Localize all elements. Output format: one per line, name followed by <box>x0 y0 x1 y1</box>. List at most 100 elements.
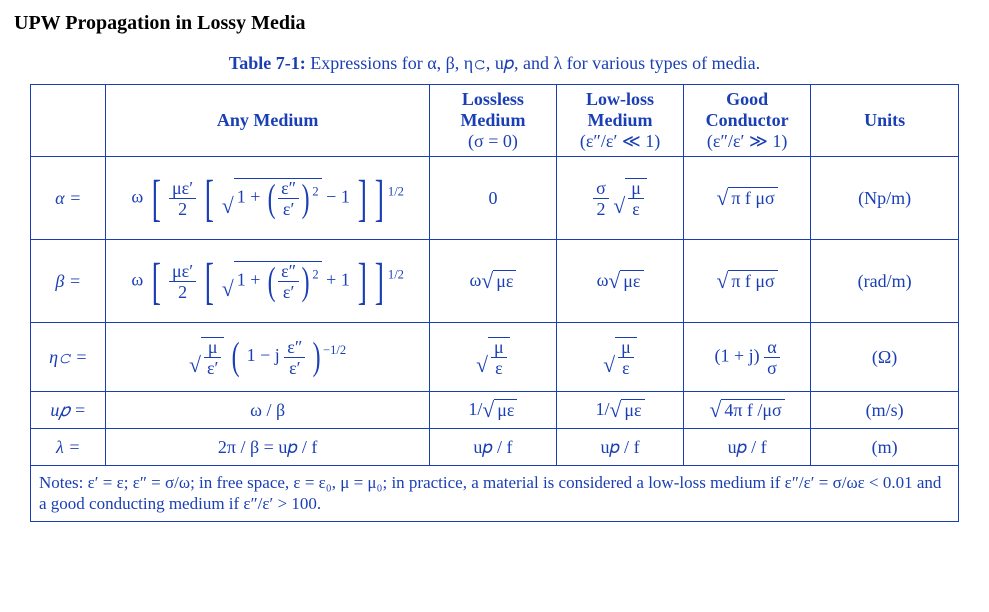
beta-any-rpow: 2 <box>312 268 318 282</box>
hdr-conductor-l3: (ε″/ε′ ≫ 1) <box>690 131 804 152</box>
eta-any-sden: ε′ <box>204 358 222 377</box>
row-beta: β = ω [ με′ 2 [ √ 1 + ( ε″ ε′ )2 + 1 ]]1… <box>31 240 959 323</box>
beta-any-rnum: ε″ <box>278 262 299 282</box>
alpha-any-op: − 1 <box>326 186 350 206</box>
eta-cond-fden: σ <box>764 358 780 377</box>
eta-units: (Ω) <box>811 323 959 392</box>
caption-desc: Expressions for α, β, η𝚌, u𝑝, and λ for … <box>310 53 760 73</box>
table-wrapper: Any Medium Lossless Medium (σ = 0) Low-l… <box>30 84 959 522</box>
hdr-lossless-l1: Lossless <box>436 89 550 110</box>
caption-label: Table 7-1: <box>229 53 306 73</box>
alpha-any: ω [ με′ 2 [ √ 1 + ( ε″ ε′ )2 − 1 ]]1/2 <box>106 157 429 240</box>
beta-lowloss-w: ω <box>597 270 609 290</box>
beta-units: (rad/m) <box>811 240 959 323</box>
eta-lowloss: √ μ ε <box>556 323 683 392</box>
alpha-cond-sqrt: π f μσ <box>728 187 777 209</box>
hdr-lowloss-l3: (ε″/ε′ ≪ 1) <box>563 131 677 152</box>
eta-any-pow: −1/2 <box>323 343 346 357</box>
alpha-any-opow: 1/2 <box>388 184 404 198</box>
eta-any-snum: μ <box>204 338 222 358</box>
eta-cond-fnum: α <box>764 338 780 358</box>
up-units: (m/s) <box>811 392 959 429</box>
lambda-conductor: u𝑝 / f <box>684 429 811 466</box>
page-title: UPW Propagation in Lossy Media <box>14 12 979 35</box>
beta-any-op: + 1 <box>326 269 350 289</box>
lambda-lowloss: u𝑝 / f <box>556 429 683 466</box>
eta-any-rden: ε′ <box>284 358 305 377</box>
beta-any-opow: 1/2 <box>388 267 404 281</box>
media-table: Any Medium Lossless Medium (σ = 0) Low-l… <box>30 84 959 522</box>
beta-lowloss-sqrt: με <box>620 270 643 292</box>
up-lowloss-pre: 1/ <box>595 399 609 419</box>
row-up: u𝑝 = ω / β 1/√με 1/√με √4π f /μσ (m/s) <box>31 392 959 429</box>
alpha-lowloss: σ 2 √ μ ε <box>556 157 683 240</box>
eta-label: η𝚌 = <box>31 323 106 392</box>
eta-lowloss-sden: ε <box>618 358 634 377</box>
beta-any-fnum: με′ <box>169 262 196 282</box>
eta-any-pre: 1 − j <box>247 345 280 365</box>
hdr-lossless-l2: Medium <box>436 110 550 131</box>
hdr-lowloss: Low-loss Medium (ε″/ε′ ≪ 1) <box>556 85 683 157</box>
beta-lowloss: ω√με <box>556 240 683 323</box>
up-lowloss: 1/√με <box>556 392 683 429</box>
alpha-ll-fnum: σ <box>593 179 609 199</box>
alpha-conductor: √π f μσ <box>684 157 811 240</box>
beta-lossless-sqrt: με <box>493 270 516 292</box>
eta-cond-pre: (1 + j) <box>714 345 759 365</box>
hdr-lossless: Lossless Medium (σ = 0) <box>429 85 556 157</box>
beta-any-rden: ε′ <box>278 282 299 301</box>
table-caption: Table 7-1: Expressions for α, β, η𝚌, u𝑝,… <box>10 53 979 74</box>
eta-lossless-snum: μ <box>491 338 507 358</box>
hdr-lowloss-l2: Medium <box>563 110 677 131</box>
up-cond-sqrt: 4π f /μσ <box>721 399 784 421</box>
up-any: ω / β <box>106 392 429 429</box>
hdr-conductor-l2: Conductor <box>690 110 804 131</box>
beta-cond-sqrt: π f μσ <box>728 270 777 292</box>
alpha-any-rnum: ε″ <box>278 179 299 199</box>
beta-conductor: √π f μσ <box>684 240 811 323</box>
up-lossless: 1/√με <box>429 392 556 429</box>
alpha-any-fden: 2 <box>169 199 196 218</box>
eta-lowloss-snum: μ <box>618 338 634 358</box>
row-lambda: λ = 2π / β = u𝑝 / f u𝑝 / f u𝑝 / f u𝑝 / f… <box>31 429 959 466</box>
row-notes: Notes: ε′ = ε; ε″ = σ/ω; in free space, … <box>31 466 959 522</box>
up-label: u𝑝 = <box>31 392 106 429</box>
row-eta: η𝚌 = √ μ ε′ ( 1 − j ε″ ε′ )−1/2 √ μ ε √ … <box>31 323 959 392</box>
header-row: Any Medium Lossless Medium (σ = 0) Low-l… <box>31 85 959 157</box>
hdr-units: Units <box>811 85 959 157</box>
alpha-any-rden: ε′ <box>278 199 299 218</box>
lambda-lossless: u𝑝 / f <box>429 429 556 466</box>
beta-lossless-w: ω <box>469 270 481 290</box>
beta-lossless: ω√με <box>429 240 556 323</box>
lambda-any: 2π / β = u𝑝 / f <box>106 429 429 466</box>
up-lossless-pre: 1/ <box>468 399 482 419</box>
up-lossless-sqrt: με <box>494 399 517 421</box>
hdr-lossless-l3: (σ = 0) <box>436 131 550 152</box>
up-lowloss-sqrt: με <box>621 399 644 421</box>
alpha-lossless: 0 <box>429 157 556 240</box>
notes-cell: Notes: ε′ = ε; ε″ = σ/ω; in free space, … <box>31 466 959 522</box>
beta-any-fden: 2 <box>169 282 196 301</box>
lambda-label: λ = <box>31 429 106 466</box>
row-alpha: α = ω [ με′ 2 [ √ 1 + ( ε″ ε′ )2 − 1 ]]1… <box>31 157 959 240</box>
alpha-ll-fden: 2 <box>593 199 609 218</box>
up-conductor: √4π f /μσ <box>684 392 811 429</box>
lambda-units: (m) <box>811 429 959 466</box>
alpha-any-fnum: με′ <box>169 179 196 199</box>
alpha-any-pre: 1 + <box>237 187 261 207</box>
eta-any-rnum: ε″ <box>284 338 305 358</box>
header-empty <box>31 85 106 157</box>
beta-any: ω [ με′ 2 [ √ 1 + ( ε″ ε′ )2 + 1 ]]1/2 <box>106 240 429 323</box>
hdr-any-l1: Any Medium <box>112 110 422 131</box>
beta-label: β = <box>31 240 106 323</box>
alpha-ll-sden: ε <box>628 199 644 218</box>
beta-any-w: ω <box>131 269 143 289</box>
beta-any-pre: 1 + <box>237 270 261 290</box>
alpha-ll-snum: μ <box>628 179 644 199</box>
alpha-units: (Np/m) <box>811 157 959 240</box>
hdr-lowloss-l1: Low-loss <box>563 89 677 110</box>
eta-any: √ μ ε′ ( 1 − j ε″ ε′ )−1/2 <box>106 323 429 392</box>
hdr-conductor: Good Conductor (ε″/ε′ ≫ 1) <box>684 85 811 157</box>
alpha-label: α = <box>31 157 106 240</box>
alpha-any-w: ω <box>131 186 143 206</box>
